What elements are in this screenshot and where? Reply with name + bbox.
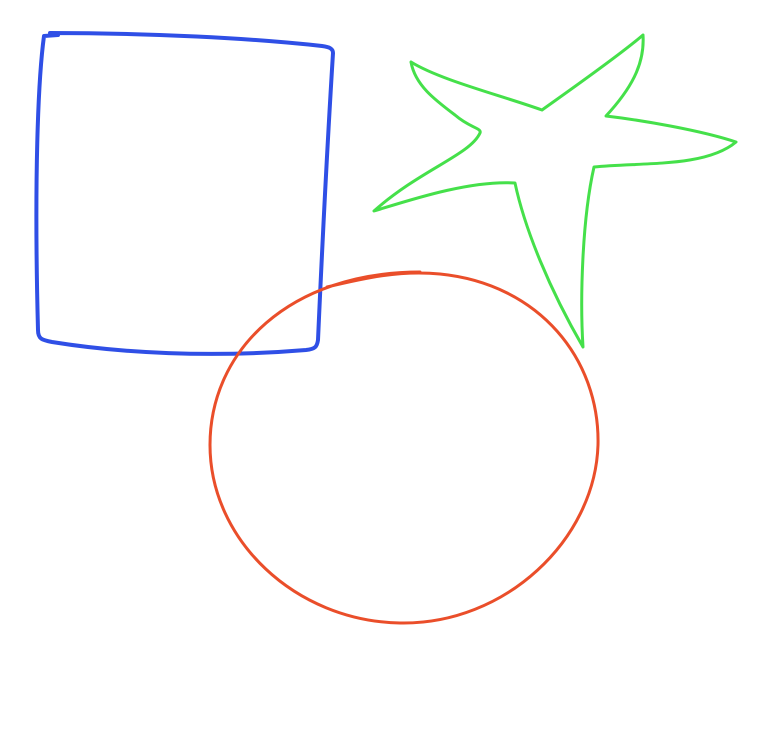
green-star-shape — [372, 33, 738, 349]
blue-rectangle-shape — [34, 31, 335, 356]
orange-circle-shape — [208, 270, 600, 625]
